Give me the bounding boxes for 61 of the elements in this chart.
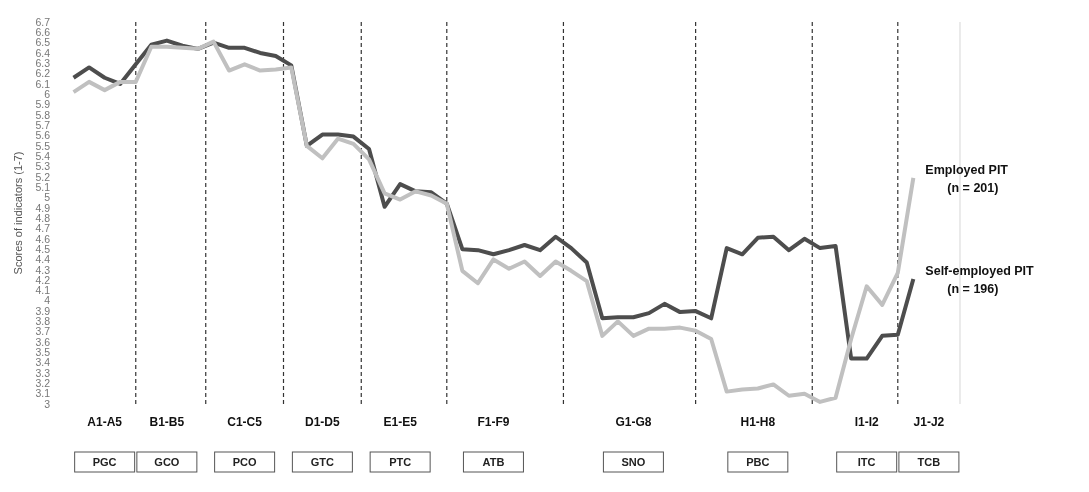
- text: PCO: [232, 456, 257, 468]
- y-tick-label: 6.1: [35, 77, 51, 90]
- x-tick-label: C1-C5: [227, 415, 263, 429]
- y-tick-label: 3.4: [35, 356, 51, 369]
- y-tick-label: 4.6: [35, 232, 51, 245]
- y-tick-label: 4.7: [35, 222, 51, 235]
- y-tick-label: 6.6: [35, 26, 51, 39]
- y-tick-label: 5.4: [35, 149, 51, 162]
- x-tick-label: I1-I2: [854, 415, 880, 429]
- x-tick-label: F1-F9: [477, 415, 510, 429]
- y-tick-label: 4.9: [35, 201, 51, 214]
- series-label: Employed PIT (n = 201): [925, 162, 1009, 195]
- x-tick-label: E1-E5: [383, 415, 418, 429]
- y-tick-label: 5.1: [35, 180, 51, 193]
- y-tick-label: 3.7: [35, 325, 51, 338]
- y-tick-label: 4.5: [35, 242, 51, 255]
- x-tick-label: B1-B5: [149, 415, 185, 429]
- y-tick-label: 5.8: [35, 108, 51, 121]
- y-tick-label: 3.3: [35, 366, 51, 379]
- y-tick-label: 6: [44, 88, 51, 100]
- text: ITC: [857, 456, 876, 468]
- y-tick-label: 4.4: [35, 253, 51, 266]
- y-axis-title: Scores of indicators (1-7): [11, 151, 24, 275]
- y-tick-label: 6.3: [35, 57, 51, 70]
- text: TCB: [917, 456, 941, 468]
- series-label: Self-employed PIT (n = 196): [925, 264, 1035, 297]
- y-tick-label: 6.4: [35, 46, 51, 59]
- text: ATB: [482, 456, 505, 468]
- y-tick-label: 3.6: [35, 335, 51, 348]
- y-tick-label: 3.8: [35, 315, 51, 328]
- x-tick-label: J1-J2: [913, 415, 945, 429]
- y-tick-label: 4.2: [35, 273, 51, 286]
- y-tick-label: 5.3: [35, 160, 51, 173]
- x-tick-label: G1-G8: [615, 415, 652, 429]
- y-tick-label: 5: [44, 191, 51, 204]
- x-tick-label: H1-H8: [740, 415, 776, 429]
- y-tick-label: 3.9: [35, 304, 51, 317]
- y-tick-label: 3.5: [35, 346, 51, 359]
- y-tick-label: 4.8: [35, 211, 51, 224]
- text: SNO: [621, 456, 646, 468]
- text: PTC: [389, 456, 412, 468]
- text: PBC: [746, 456, 770, 468]
- y-tick-label: 5.5: [35, 139, 51, 152]
- y-tick-label: 3.2: [35, 377, 51, 390]
- y-tick-label: 5.7: [35, 118, 51, 131]
- y-tick-label: 4.3: [35, 263, 51, 276]
- text: GCO: [154, 456, 180, 468]
- y-tick-label: 6.5: [35, 36, 51, 49]
- y-tick-label: 6.2: [35, 67, 51, 80]
- text: PGC: [92, 456, 117, 468]
- text: GTC: [310, 456, 335, 468]
- y-tick-label: 4.1: [35, 284, 51, 297]
- y-tick-label: 3.1: [35, 387, 51, 400]
- y-tick-label: 6.7: [35, 15, 51, 28]
- x-tick-label: D1-D5: [305, 415, 341, 429]
- y-tick-label: 5.6: [35, 129, 51, 142]
- y-tick-label: 5.2: [35, 170, 51, 183]
- y-tick-label: 3: [44, 397, 51, 410]
- y-tick-label: 4: [44, 294, 51, 307]
- y-tick-label: 5.9: [35, 98, 51, 111]
- x-tick-label: A1-A5: [87, 415, 123, 429]
